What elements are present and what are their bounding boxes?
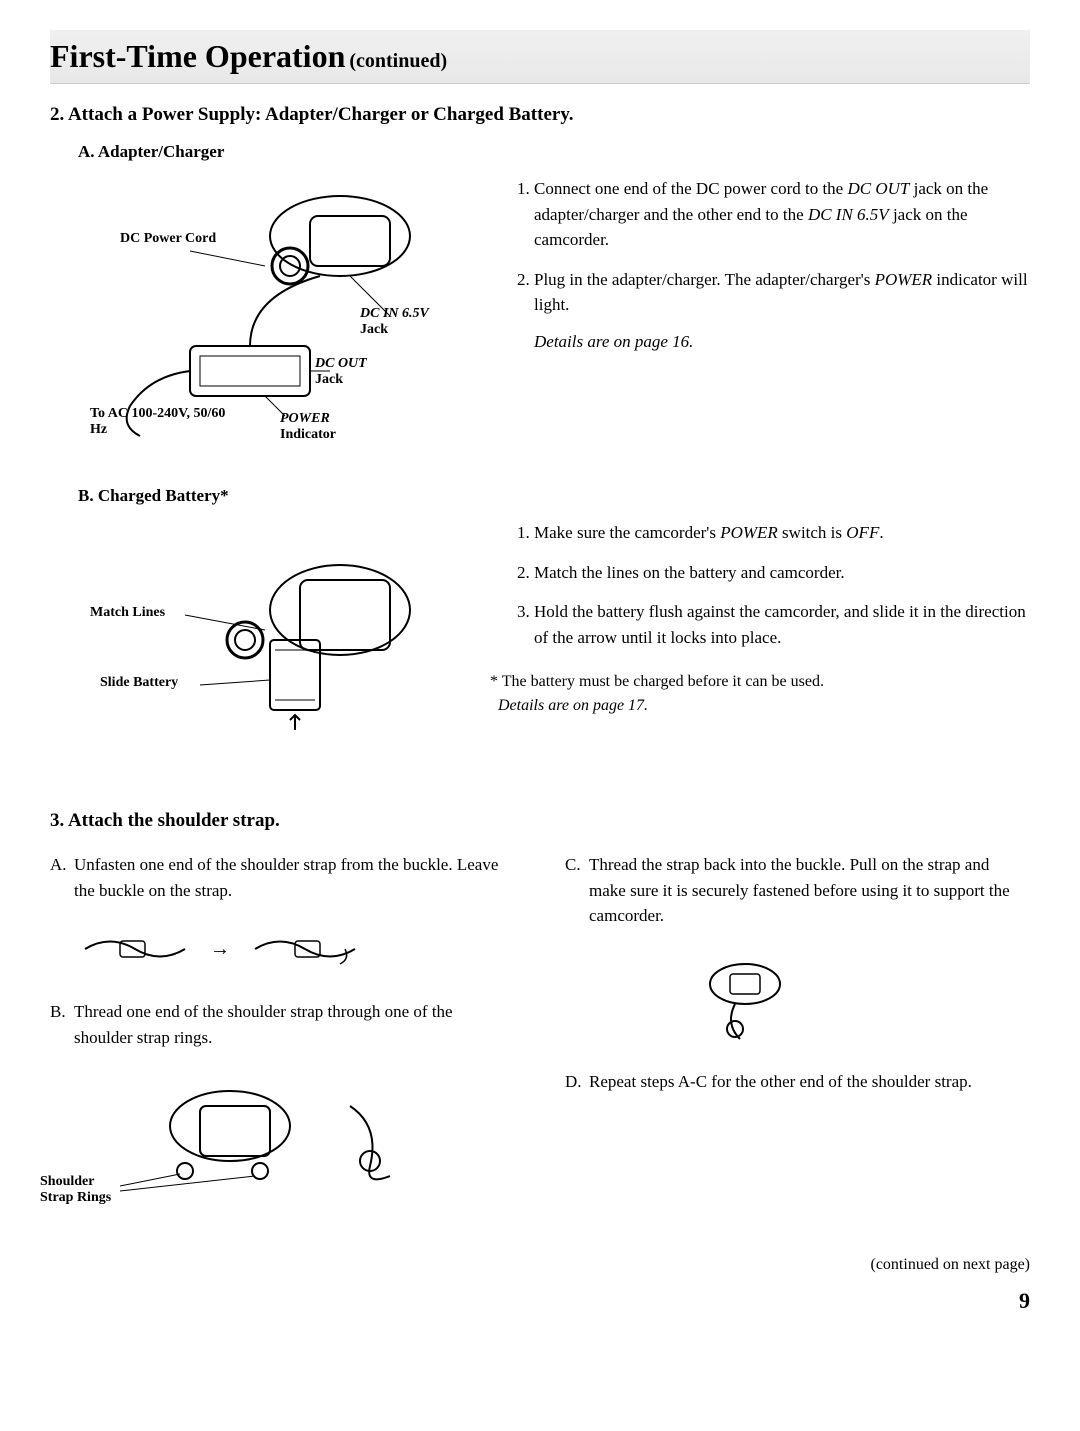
- label-power-indicator: POWERIndicator: [280, 411, 336, 443]
- section2a-figure-col: DC Power Cord DC IN 6.5VJack DC OUTJack …: [50, 176, 470, 456]
- section2b-step3: Hold the battery flush against the camco…: [534, 599, 1030, 650]
- step-a-letter: A.: [50, 852, 74, 903]
- arrow-icon: →: [210, 938, 230, 961]
- section3-left-col: A. Unfasten one end of the shoulder stra…: [50, 852, 515, 1226]
- step-c-figure: [685, 949, 1030, 1049]
- section2a-content: DC Power Cord DC IN 6.5VJack DC OUTJack …: [50, 176, 1030, 456]
- section2b-step1: Make sure the camcorder's POWER switch i…: [534, 520, 1030, 546]
- section2a-step1: Connect one end of the DC power cord to …: [534, 176, 1030, 253]
- section2a-step2: Plug in the adapter/charger. The adapter…: [534, 267, 1030, 318]
- label-dc-power-cord: DC Power Cord: [120, 231, 216, 247]
- step-b-body: Thread one end of the shoulder strap thr…: [74, 999, 515, 1050]
- step-c-letter: C.: [565, 852, 589, 929]
- adapter-charger-figure: DC Power Cord DC IN 6.5VJack DC OUTJack …: [90, 176, 510, 456]
- step-b: B. Thread one end of the shoulder strap …: [50, 999, 515, 1050]
- section2b-step2: Match the lines on the battery and camco…: [534, 560, 1030, 586]
- section2b-note: * The battery must be charged before it …: [490, 670, 1030, 718]
- section2a-detail: Details are on page 16.: [534, 332, 1030, 352]
- section3-heading: 3. Attach the shoulder strap.: [50, 810, 1030, 832]
- section2b-steps-col: Make sure the camcorder's POWER switch i…: [510, 520, 1030, 780]
- page-number: 9: [50, 1288, 1030, 1314]
- label-shoulder-rings: Shoulder Strap Rings: [40, 1174, 120, 1206]
- title-banner: First-Time Operation (continued): [50, 30, 1030, 84]
- label-dc-in-jack: DC IN 6.5VJack: [360, 306, 429, 338]
- battery-figure: Match Lines Slide Battery: [90, 520, 510, 780]
- section2-heading: 2. Attach a Power Supply: Adapter/Charge…: [50, 104, 1030, 126]
- step-d-letter: D.: [565, 1069, 589, 1095]
- section3-content: A. Unfasten one end of the shoulder stra…: [50, 852, 1030, 1226]
- section2b-heading: B. Charged Battery*: [78, 486, 1030, 506]
- step-b-letter: B.: [50, 999, 74, 1050]
- label-to-ac: To AC 100-240V, 50/60 Hz: [90, 406, 240, 438]
- step-a: A. Unfasten one end of the shoulder stra…: [50, 852, 515, 903]
- step-d-body: Repeat steps A-C for the other end of th…: [589, 1069, 1030, 1095]
- section2b-content: Match Lines Slide Battery Make sure the …: [50, 520, 1030, 780]
- step-c: C. Thread the strap back into the buckle…: [565, 852, 1030, 929]
- battery-diagram-svg: [90, 520, 470, 780]
- step-d: D. Repeat steps A-C for the other end of…: [565, 1069, 1030, 1095]
- label-match-lines: Match Lines: [90, 605, 165, 621]
- label-slide-battery: Slide Battery: [100, 675, 178, 691]
- step-a-body: Unfasten one end of the shoulder strap f…: [74, 852, 515, 903]
- section2a-heading: A. Adapter/Charger: [78, 142, 1030, 162]
- section2a-steps: Connect one end of the DC power cord to …: [510, 176, 1030, 318]
- label-dc-out-jack: DC OUTJack: [315, 356, 367, 388]
- continued-text: (continued on next page): [50, 1256, 1030, 1274]
- step-c-body: Thread the strap back into the buckle. P…: [589, 852, 1030, 929]
- section2b-figure-col: Match Lines Slide Battery: [50, 520, 470, 780]
- step-b-figure: Shoulder Strap Rings: [50, 1066, 515, 1216]
- title-main: First-Time Operation: [50, 38, 345, 74]
- section2b-steps: Make sure the camcorder's POWER switch i…: [510, 520, 1030, 650]
- section3-right-col: C. Thread the strap back into the buckle…: [565, 852, 1030, 1226]
- step-a-figure: →: [80, 919, 515, 979]
- title-sub: (continued): [349, 50, 447, 72]
- section2a-steps-col: Connect one end of the DC power cord to …: [510, 176, 1030, 456]
